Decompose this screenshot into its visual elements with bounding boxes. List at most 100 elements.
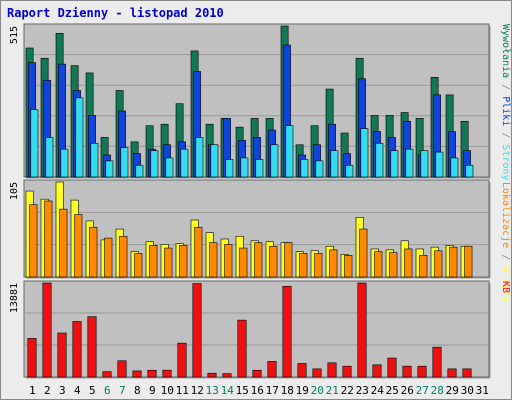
- bar-bottom-kb-18: [282, 285, 292, 378]
- bar-bottom-kb-1: [27, 338, 37, 378]
- bar-top-strony-5: [90, 142, 99, 178]
- bar-middle-lokalizacje-24: [374, 251, 383, 278]
- bar-middle-lokalizacje-7: [119, 235, 128, 278]
- bar-top-strony-28: [435, 151, 444, 178]
- bar-middle-lokalizacje-28: [434, 250, 443, 278]
- bar-bottom-kb-24: [372, 364, 382, 378]
- bar-bottom-kb-5: [87, 316, 97, 378]
- bar-bottom-kb-28: [432, 346, 442, 378]
- bar-bottom-kb-17: [267, 361, 277, 378]
- bar-top-strony-30: [465, 164, 474, 178]
- x-label-day-29: 29: [446, 384, 459, 397]
- bar-top-strony-12: [195, 137, 204, 178]
- bar-bottom-kb-27: [417, 365, 427, 378]
- x-label-day-16: 16: [251, 384, 264, 397]
- bar-top-strony-26: [405, 148, 414, 178]
- bar-bottom-kb-12: [192, 283, 202, 378]
- bar-middle-lokalizacje-14: [224, 244, 233, 278]
- panel-top: 515: [9, 23, 491, 179]
- bar-top-strony-13: [210, 144, 219, 178]
- bar-top-strony-16: [255, 159, 264, 178]
- bar-middle-lokalizacje-25: [389, 252, 398, 278]
- bar-middle-lokalizacje-11: [179, 245, 188, 278]
- y-max-label-bottom: 13881: [9, 283, 20, 313]
- bar-middle-lokalizacje-21: [329, 249, 338, 278]
- bar-bottom-kb-19: [297, 363, 307, 378]
- bar-top-strony-18: [285, 125, 294, 178]
- bar-middle-lokalizacje-10: [164, 247, 173, 278]
- bar-bottom-kb-6: [102, 371, 112, 378]
- bar-middle-lokalizacje-4: [74, 214, 83, 278]
- bar-middle-lokalizacje-22: [344, 254, 353, 278]
- bar-bottom-kb-3: [57, 332, 67, 378]
- x-label-day-26: 26: [401, 384, 414, 397]
- x-label-day-11: 11: [176, 384, 189, 397]
- x-label-day-18: 18: [281, 384, 294, 397]
- bar-bottom-kb-29: [447, 368, 457, 378]
- x-label-day-17: 17: [266, 384, 279, 397]
- legend-top-part-3: /: [500, 126, 511, 144]
- bar-middle-lokalizacje-20: [314, 253, 323, 278]
- bar-top-strony-6: [105, 160, 114, 178]
- x-label-day-23: 23: [356, 384, 369, 397]
- bar-middle-lokalizacje-18: [284, 242, 293, 278]
- bar-bottom-kb-22: [342, 365, 352, 378]
- bar-top-strony-25: [390, 150, 399, 178]
- legend-top-part-0: Wywołania: [500, 24, 511, 78]
- legend-bottom: KB: [500, 281, 511, 293]
- bar-bottom-kb-15: [237, 319, 247, 378]
- x-label-day-20: 20: [311, 384, 324, 397]
- bar-top-strony-20: [315, 160, 324, 178]
- bar-middle-lokalizacje-19: [299, 253, 308, 278]
- bar-top-strony-4: [75, 97, 84, 178]
- bar-middle-lokalizacje-8: [134, 253, 143, 278]
- x-label-day-6: 6: [104, 384, 111, 397]
- bar-middle-lokalizacje-16: [254, 242, 263, 278]
- bar-top-strony-8: [135, 164, 144, 178]
- legend-top: Wywołania / Pliki / Strony: [500, 24, 511, 181]
- bar-middle-lokalizacje-6: [104, 237, 113, 278]
- bar-top-strony-29: [450, 157, 459, 178]
- bar-middle-lokalizacje-26: [404, 248, 413, 278]
- bar-middle-lokalizacje-13: [209, 242, 218, 278]
- x-label-day-21: 21: [326, 384, 339, 397]
- x-label-day-1: 1: [29, 384, 36, 397]
- bar-top-strony-17: [270, 144, 279, 178]
- y-max-label-top: 515: [9, 26, 20, 44]
- chart-title: Raport Dzienny - listopad 2010: [7, 6, 224, 20]
- bar-bottom-kb-25: [387, 357, 397, 378]
- x-label-day-13: 13: [206, 384, 219, 397]
- bar-bottom-kb-4: [72, 321, 82, 378]
- bar-top-strony-19: [300, 159, 309, 178]
- bar-bottom-kb-8: [132, 370, 142, 378]
- x-label-day-9: 9: [149, 384, 156, 397]
- bar-bottom-kb-7: [117, 360, 127, 378]
- panel-middle: 105: [9, 179, 491, 279]
- x-label-day-8: 8: [134, 384, 141, 397]
- bar-top-strony-1: [30, 109, 39, 178]
- x-axis-labels: 1 2 3 4 5 6 7 8 9 10 11 12 13 14 15 16 17 18 19 20 21 22 23 24 2…: [29, 384, 489, 397]
- bar-top-strony-7: [120, 147, 129, 178]
- x-label-day-31: 31: [476, 384, 489, 397]
- bar-top-strony-9: [150, 150, 159, 178]
- bar-top-strony-21: [330, 150, 339, 178]
- x-label-day-22: 22: [341, 384, 354, 397]
- legend-middle-part-1: /: [500, 248, 511, 266]
- x-label-day-12: 12: [191, 384, 204, 397]
- bar-top-strony-23: [360, 128, 369, 178]
- bar-bottom-kb-21: [327, 362, 337, 378]
- x-label-day-10: 10: [161, 384, 174, 397]
- bar-bottom-kb-13: [207, 372, 217, 378]
- legend-top-part-2: Pliki: [500, 96, 511, 126]
- bar-middle-lokalizacje-27: [419, 254, 428, 278]
- legend-middle: Lokalizacje / Wizyty: [500, 182, 511, 302]
- x-label-day-15: 15: [236, 384, 249, 397]
- bar-top-strony-3: [60, 148, 69, 178]
- panel-background: [23, 280, 490, 378]
- x-label-day-4: 4: [74, 384, 81, 397]
- bar-top-strony-24: [375, 142, 384, 178]
- legend-middle-part-0: Lokalizacje: [500, 182, 511, 248]
